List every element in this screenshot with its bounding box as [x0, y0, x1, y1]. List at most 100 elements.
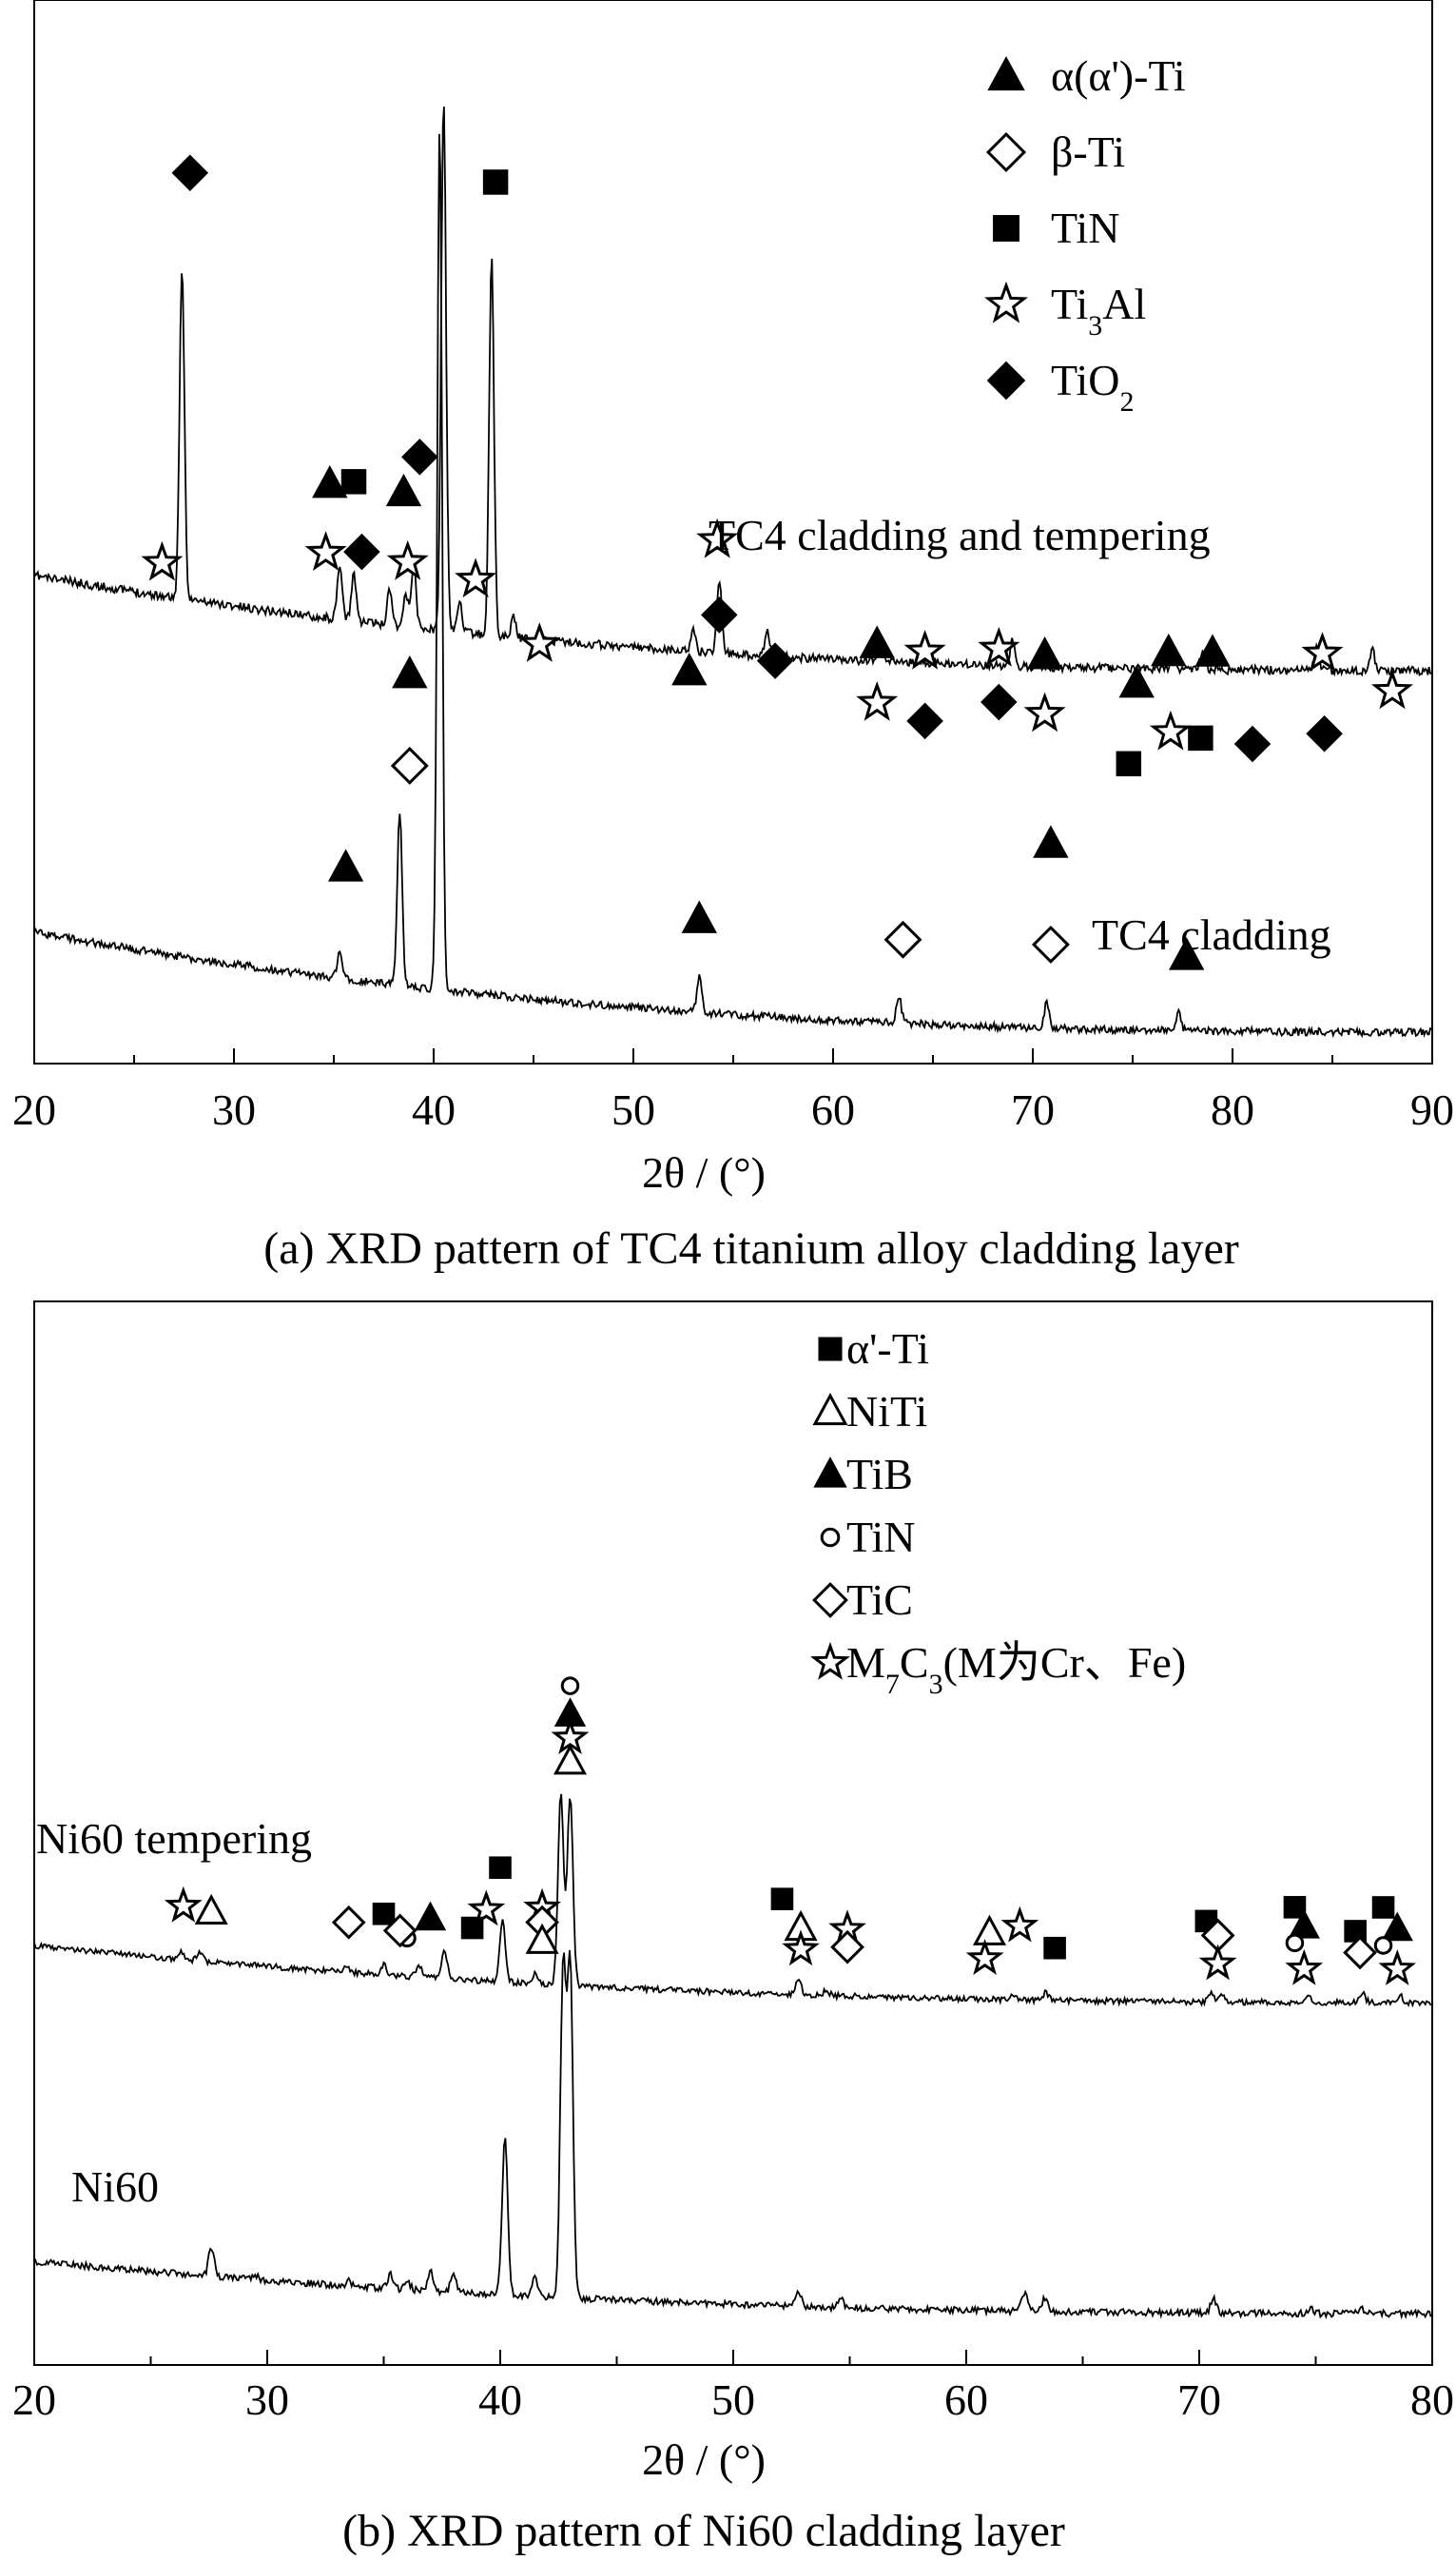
x-tick-label: 50: [711, 2375, 755, 2424]
x-tick-label: 70: [1011, 1085, 1055, 1134]
peak-marker-open-star: [1378, 1949, 1417, 1985]
legend-label: TiB: [846, 1450, 913, 1498]
peak-marker-open-diamond: [382, 1913, 417, 1948]
x-tick-label: 50: [612, 1085, 655, 1134]
x-tick-label: 90: [1410, 1085, 1454, 1134]
legend-marker-open-diamond: [985, 131, 1027, 173]
x-tick-label: 30: [245, 2375, 289, 2424]
peak-marker-filled-triangle: [1169, 937, 1205, 970]
peak-marker-filled-square: [1371, 1896, 1395, 1919]
peak-marker-filled-triangle: [1033, 825, 1069, 858]
legend-marker-filled-triangle: [813, 1456, 847, 1488]
series-line-2: [33, 133, 1432, 1039]
legend-marker-open-diamond: [812, 1582, 848, 1618]
peak-marker-open-triangle: [194, 1893, 228, 1925]
x-tick-label: 60: [811, 1085, 855, 1134]
peak-marker-filled-square: [489, 1856, 512, 1880]
peak-marker-open-star: [1301, 632, 1344, 672]
series-line-2: [33, 1949, 1432, 2320]
x-tick-label: 70: [1177, 2375, 1221, 2424]
peak-marker-open-star: [978, 626, 1020, 667]
x-tick-label: 40: [412, 1085, 456, 1134]
peak-marker-filled-triangle: [1288, 1909, 1320, 1939]
legend-label: M7C3(M为Cr、Fe): [846, 1638, 1186, 1700]
peak-marker-filled-triangle: [1381, 1911, 1413, 1942]
peak-marker-open-star: [304, 531, 347, 571]
peak-marker-open-circle: [560, 1676, 580, 1695]
x-tick-label: 30: [212, 1085, 256, 1134]
x-tick-label: 80: [1410, 2375, 1454, 2424]
peak-marker-filled-triangle: [1026, 636, 1063, 670]
panel-b-series-label-tempering: Ni60 tempering: [36, 1814, 312, 1863]
peak-marker-filled-triangle: [392, 655, 428, 689]
panel-b-x-axis-label: 2θ / (°): [642, 2435, 766, 2484]
panel-a-series-label-cladding: TC4 cladding: [1092, 910, 1331, 959]
panel-a-caption: (a) XRD pattern of TC4 titanium alloy cl…: [263, 1223, 1239, 1274]
peak-marker-open-diamond: [1343, 1935, 1377, 1970]
peak-marker-filled-square: [460, 1916, 484, 1940]
peak-marker-filled-square: [372, 1902, 396, 1925]
peak-marker-open-star: [386, 539, 429, 580]
peak-marker-open-diamond: [883, 920, 922, 959]
peak-marker-open-star: [518, 622, 561, 662]
peak-marker-filled-diamond: [1233, 725, 1272, 763]
peak-marker-filled-triangle: [681, 900, 717, 933]
peak-marker-open-diamond: [830, 1929, 864, 1964]
x-tick-label: 60: [944, 2375, 988, 2424]
peak-marker-filled-square: [1188, 725, 1213, 752]
panel-a-x-tick-labels: 20 30 40 50 60 70 80 90: [12, 1085, 1454, 1134]
panel-a-peak-markers: [141, 154, 1413, 970]
x-tick-label: 80: [1211, 1085, 1254, 1134]
peak-marker-filled-triangle: [1194, 634, 1231, 667]
peak-marker-filled-square: [1283, 1896, 1307, 1919]
peak-marker-open-star: [965, 1939, 1004, 1975]
peak-marker-filled-square: [1116, 751, 1142, 777]
x-tick-label: 20: [12, 1085, 56, 1134]
legend-label: β-Ti: [1051, 127, 1125, 176]
peak-marker-open-star: [696, 518, 739, 558]
legend-label: Ti3Al: [1051, 280, 1146, 342]
peak-marker-open-triangle: [525, 1923, 559, 1954]
legend-marker-filled-diamond: [986, 361, 1026, 401]
series-line-1: [33, 1793, 1432, 2008]
peak-marker-filled-square: [482, 169, 509, 195]
legend-label: NiTi: [846, 1387, 927, 1436]
panel-b-x-tick-labels: 20 30 40 50 60 70 80: [12, 2375, 1454, 2424]
peak-marker-filled-diamond: [1306, 714, 1343, 752]
legend-marker-open-star: [810, 1641, 850, 1680]
legend-marker-filled-square: [993, 215, 1019, 242]
peak-marker-open-diamond: [390, 746, 429, 785]
panel-b-peak-markers: [164, 1676, 1417, 1985]
legend-label: TiN: [1051, 204, 1119, 252]
peak-marker-filled-square: [340, 469, 367, 495]
panel-b-series-label-ni60: Ni60: [71, 2162, 159, 2211]
panel-b-x-ticks: [33, 2350, 1433, 2365]
peak-marker-open-star: [164, 1886, 203, 1923]
panel-b-series: [33, 1793, 1432, 2320]
peak-marker-open-diamond: [1031, 925, 1070, 964]
panel-a-x-ticks: [33, 1048, 1433, 1064]
peak-marker-filled-triangle: [671, 653, 708, 686]
peak-marker-open-circle: [1373, 1936, 1393, 1955]
peak-marker-open-star: [467, 1889, 506, 1926]
peak-marker-filled-triangle: [327, 849, 364, 882]
peak-marker-filled-diamond: [906, 702, 943, 740]
legend-marker-open-star: [984, 281, 1028, 323]
x-tick-label: 20: [12, 2375, 56, 2424]
peak-marker-open-star: [782, 1929, 820, 1966]
peak-marker-filled-triangle: [414, 1901, 447, 1931]
panel-b-ni60: 20 30 40 50 60 70 80 α'-Ti NiTi TiB TiN TiC M7C3(M为…: [12, 1300, 1454, 2556]
legend-label: TiN: [846, 1513, 915, 1561]
peak-marker-open-diamond: [331, 1905, 366, 1940]
peak-marker-open-star: [1285, 1948, 1324, 1985]
peak-marker-open-star: [1149, 710, 1192, 751]
peak-marker-open-circle: [1285, 1933, 1305, 1953]
peak-marker-open-star: [1198, 1944, 1237, 1981]
panel-b-caption: (b) XRD pattern of Ni60 cladding layer: [342, 2506, 1065, 2556]
peak-marker-open-star: [1371, 669, 1413, 710]
peak-marker-filled-diamond: [171, 154, 209, 192]
peak-marker-open-star: [1000, 1905, 1039, 1943]
series-line-1: [33, 107, 1432, 677]
peak-marker-open-star: [141, 540, 184, 581]
peak-marker-open-triangle: [972, 1914, 1007, 1945]
